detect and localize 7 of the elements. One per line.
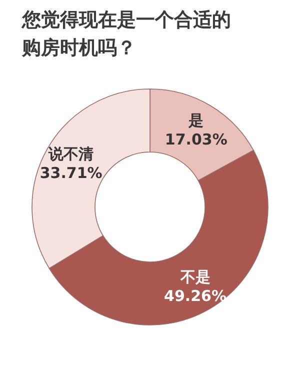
slice-label: 说不清 [48, 145, 94, 164]
data-label: 33.71% [40, 164, 102, 182]
data-label: 17.03% [164, 130, 228, 149]
chart-title: 您觉得现在是一个合适的购房时机吗？ [22, 8, 232, 61]
slice-label: 是 [188, 112, 204, 130]
data-label: 49.26% [164, 286, 227, 305]
slice-label: 不是 [179, 268, 210, 286]
